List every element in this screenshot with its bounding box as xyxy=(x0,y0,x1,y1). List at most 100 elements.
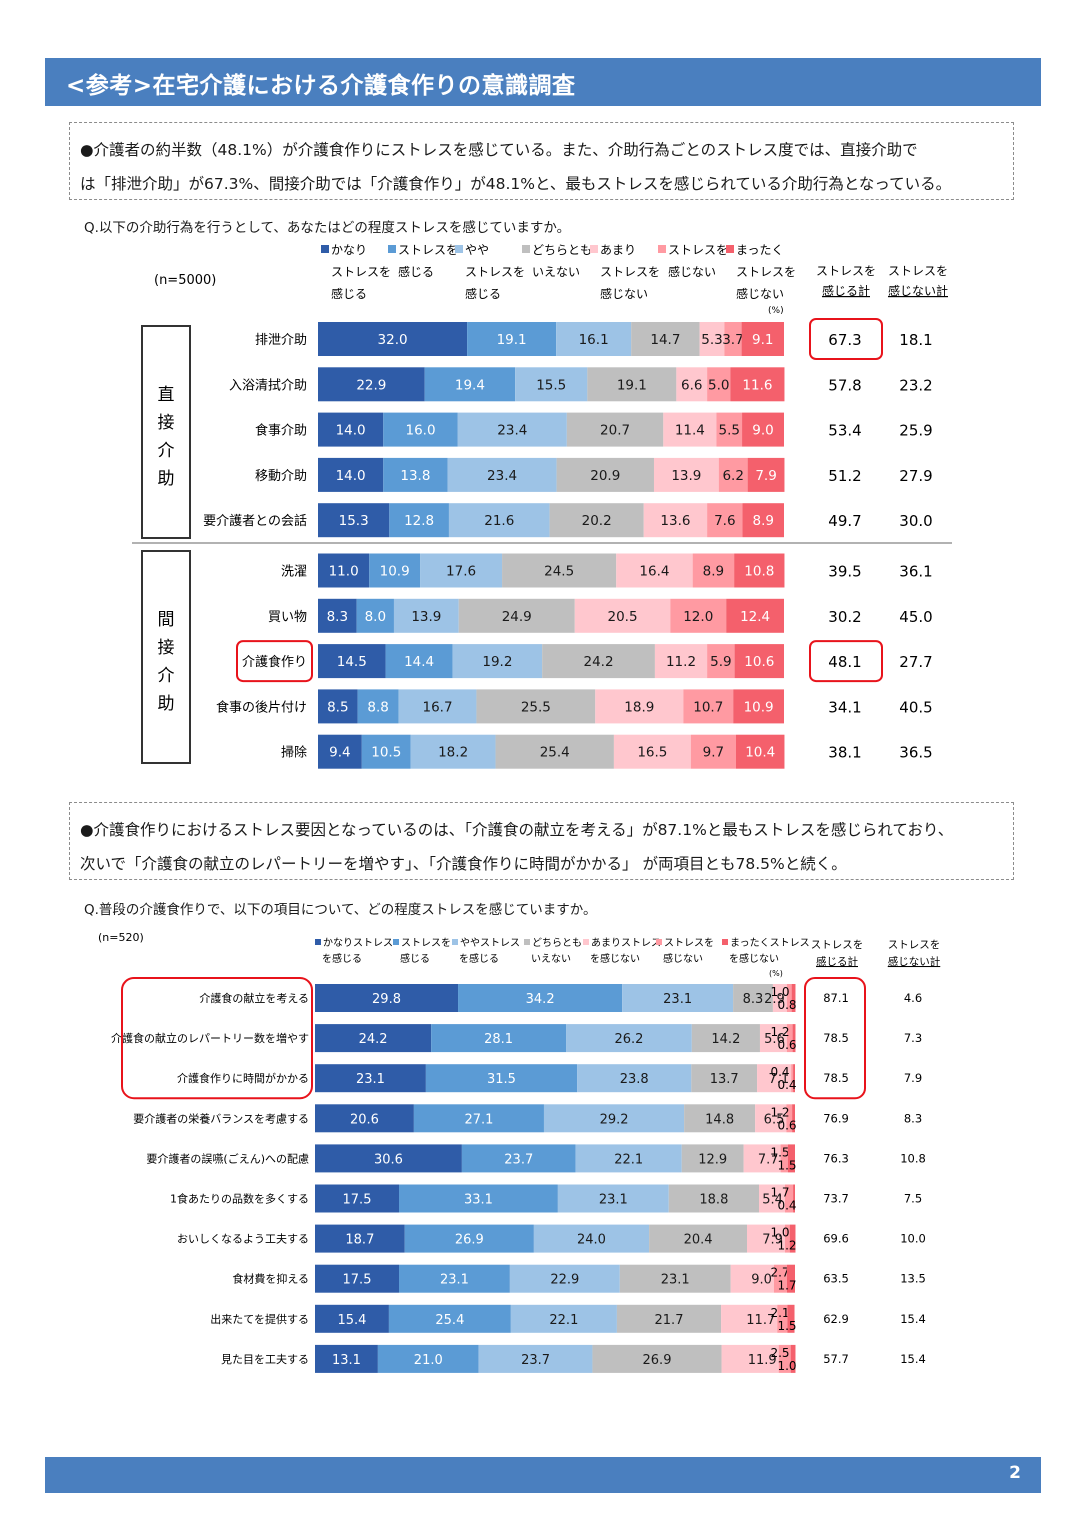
bar-data-label: 23.1 xyxy=(661,1273,690,1288)
stress-total-value: 57.8 xyxy=(828,376,861,394)
bar-data-label: 2.1 xyxy=(770,1306,789,1320)
bar-data-label: 10.4 xyxy=(745,745,775,761)
legend-label: かなり xyxy=(331,243,367,257)
bar-data-label: 5.6 xyxy=(764,1032,785,1047)
bar-segment xyxy=(478,1344,593,1373)
bar-data-label: 0.6 xyxy=(777,1118,796,1132)
bar-data-label: 5.9 xyxy=(710,654,731,670)
chart-2-unit: (%) xyxy=(769,969,783,978)
bar-data-label: 8.5 xyxy=(327,699,348,715)
legend-swatch xyxy=(393,939,399,945)
bar-segment xyxy=(315,1224,405,1253)
nostress-total-value: 10.0 xyxy=(900,1232,926,1246)
bar-data-label: 1.7 xyxy=(777,1279,796,1293)
legend-label: 感じない xyxy=(600,286,648,301)
bar-data-label: 20.9 xyxy=(590,468,620,484)
legend-label: かなりストレス xyxy=(323,937,393,949)
category-label: 介護食の献立を考える xyxy=(199,991,309,1005)
bar-segment xyxy=(772,984,787,1012)
bar-segment xyxy=(592,1344,722,1373)
bar-data-label: 23.7 xyxy=(504,1152,533,1167)
bar-data-label: 32.0 xyxy=(378,332,408,348)
nostress-total-header: ストレスを xyxy=(888,939,941,951)
bar-segment xyxy=(385,644,453,679)
bar-segment xyxy=(574,598,671,633)
bar-data-label: 7.6 xyxy=(714,513,735,529)
bar-data-label: 1.0 xyxy=(777,1359,796,1373)
bar-data-label: 13.8 xyxy=(400,468,430,484)
category-label: 食事の後片付け xyxy=(216,699,307,715)
stress-total-value: 67.3 xyxy=(828,331,861,349)
bar-data-label: 13.6 xyxy=(660,513,690,529)
highlight-box xyxy=(809,318,883,360)
bar-data-label: 12.4 xyxy=(740,609,770,625)
bar-data-label: 9.0 xyxy=(751,1273,772,1288)
bar-data-label: 13.9 xyxy=(671,468,701,484)
group-label-char: 介 xyxy=(158,441,175,461)
nostress-total-value: 25.9 xyxy=(899,422,932,440)
bar-segment xyxy=(369,553,421,588)
bar-data-label: 10.5 xyxy=(371,745,401,761)
legend-label: 感じる xyxy=(465,286,501,301)
nostress-total-value: 10.8 xyxy=(900,1151,926,1165)
bar-data-label: 1.2 xyxy=(770,1105,789,1119)
bar-segment xyxy=(457,412,567,447)
bar-data-label: 14.7 xyxy=(650,332,680,348)
bar-segment xyxy=(420,553,503,588)
highlight-box xyxy=(121,977,313,1100)
category-label: 食材費を抑える xyxy=(232,1272,309,1286)
legend-label: を感じる xyxy=(459,952,499,965)
bar-data-label: 23.1 xyxy=(356,1072,385,1087)
bar-data-label: 26.9 xyxy=(643,1353,672,1368)
legend-label: ストレスを xyxy=(600,265,660,279)
legend-label: 感じない xyxy=(668,264,716,279)
bar-segment xyxy=(743,1144,781,1173)
legend-label: あまりストレス xyxy=(591,937,661,949)
bar-data-label: 5.0 xyxy=(708,377,729,393)
bar-segment xyxy=(575,1144,682,1173)
bar-segment xyxy=(410,734,496,769)
bar-data-label: 0.4 xyxy=(770,1065,789,1079)
legend-label: ストレスを xyxy=(401,937,451,949)
bar-data-label: 21.0 xyxy=(414,1353,443,1368)
bar-segment xyxy=(413,1104,544,1133)
bar-data-label: 25.4 xyxy=(435,1313,464,1328)
nostress-total-value: 7.3 xyxy=(904,1031,922,1045)
bar-data-label: 20.4 xyxy=(684,1233,713,1248)
stress-total-value: 87.1 xyxy=(823,991,849,1005)
group-label-char: 助 xyxy=(158,694,175,714)
bar-segment xyxy=(357,689,399,724)
bar-segment xyxy=(759,1024,787,1053)
summary-note-1-line-2: は「排泄介助」が67.3%、間接介助では「介護食作り」が48.1%と、最もストレ… xyxy=(80,175,952,193)
bar-segment xyxy=(393,598,459,633)
highlight-box xyxy=(236,640,313,683)
bar-segment xyxy=(616,1304,722,1333)
legend-swatch xyxy=(524,939,530,945)
bar-segment xyxy=(448,503,550,538)
bar-data-label: 23.1 xyxy=(663,992,692,1007)
nostress-total-header: ストレスを xyxy=(888,264,948,278)
bar-data-label: 19.1 xyxy=(497,332,527,348)
nostress-total-value: 27.9 xyxy=(899,467,932,485)
category-label: 洗濯 xyxy=(281,565,307,580)
bar-segment xyxy=(318,322,468,356)
bar-segment xyxy=(707,644,735,679)
bar-segment xyxy=(653,457,719,492)
group-label-char: 助 xyxy=(158,469,175,489)
bar-segment xyxy=(315,1064,426,1093)
nostress-total-value: 36.5 xyxy=(899,744,932,762)
bar-segment xyxy=(741,322,784,356)
legend-label: ややストレス xyxy=(460,937,520,949)
bar-segment xyxy=(495,734,614,769)
bar-data-label: 21.6 xyxy=(484,513,514,529)
bar-segment xyxy=(734,644,784,679)
bar-data-label: 14.4 xyxy=(404,654,434,670)
bar-data-label: 24.9 xyxy=(502,609,532,625)
bar-segment xyxy=(549,503,644,538)
group-box xyxy=(141,550,191,764)
bar-data-label: 21.7 xyxy=(655,1313,684,1328)
nostress-total-value: 13.5 xyxy=(900,1272,926,1286)
bar-data-label: 31.5 xyxy=(487,1072,516,1087)
bar-data-label: 11.4 xyxy=(675,423,705,439)
bar-segment xyxy=(447,457,557,492)
